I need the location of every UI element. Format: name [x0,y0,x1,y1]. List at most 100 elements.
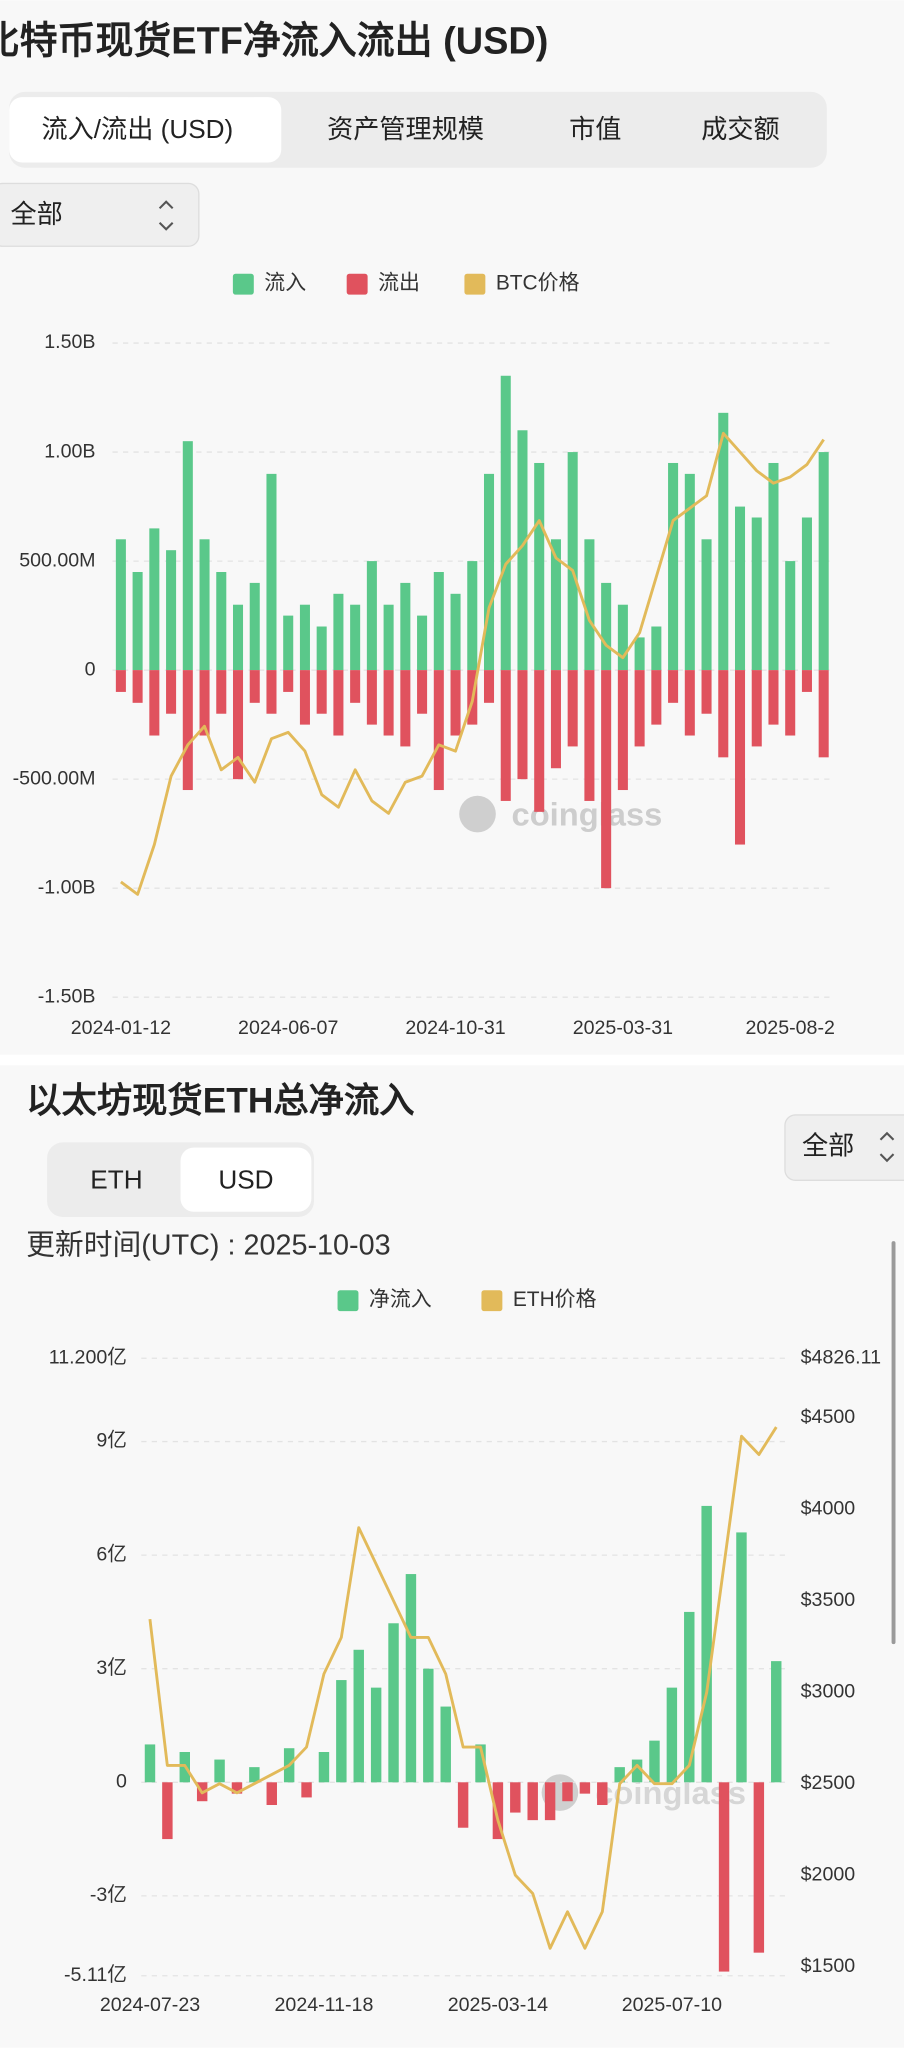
bar [400,670,411,747]
y2-tick-label: $1500 [801,1955,856,1977]
bar [668,670,679,703]
panel-separator [0,1054,904,1066]
bar [299,604,310,671]
bar [631,1759,643,1783]
filter-label[interactable]: 全部 [10,199,62,229]
filter-dropdown[interactable] [784,1114,904,1181]
bar [182,670,193,791]
bar [483,473,495,671]
x-tick-label: 2025-07-10 [622,1994,722,2016]
bar [283,670,294,692]
filter-label[interactable]: 全部 [802,1131,854,1161]
y-tick-label: 500.00M [19,549,95,571]
bar [216,572,227,671]
x-tick-label: 2025-03-31 [573,1017,673,1039]
bar [517,670,528,780]
bar [162,1782,173,1840]
bar [299,670,310,725]
tab[interactable]: 市值 [569,114,621,144]
bar [567,452,578,671]
bar [818,670,829,758]
tab[interactable]: USD [218,1165,273,1195]
bar [801,517,812,671]
bar [584,539,595,671]
bar [562,1782,573,1802]
bar [475,1744,486,1783]
bar [684,670,695,736]
bar [336,1680,347,1783]
bar [144,1744,156,1783]
y-tick-label: -1.00B [38,876,96,898]
filter-dropdown[interactable] [0,182,200,247]
y2-tick-label: $3000 [801,1680,856,1702]
bar [736,1532,747,1783]
bar [149,528,160,671]
bar [510,1782,521,1813]
bar [266,670,277,714]
bar [318,1751,330,1783]
bar [166,670,177,714]
y2-tick-label: $4500 [801,1406,856,1428]
bar [301,1782,312,1798]
y-tick-label: 3亿 [96,1657,127,1679]
tab[interactable]: 资产管理规模 [327,114,484,144]
legend-label: 净流入 [369,1288,432,1311]
bar [734,506,746,671]
bar [718,412,729,671]
bar [768,462,779,671]
y-tick-label: -5.11亿 [64,1964,127,1986]
bar [785,670,796,736]
bar [584,670,595,801]
bar [753,1782,765,1953]
bar [666,1687,678,1783]
legend-label: BTC价格 [496,272,580,295]
bar [388,1623,399,1783]
bar [668,462,679,671]
bar [283,615,294,671]
bar [440,1706,451,1783]
bar [701,670,712,714]
bar [232,604,244,671]
y-tick-label: 1.00B [44,440,95,462]
bar [734,670,746,845]
bar [199,539,210,671]
price-line [120,431,825,896]
y-tick-label: -500.00M [13,767,96,789]
bar [567,670,578,747]
price-line [148,1426,778,1950]
y-tick-label: 1.50B [44,331,95,353]
legend-label: 流入 [264,272,306,295]
bar [370,1687,382,1783]
bar [400,582,411,671]
bar [768,670,779,725]
bar [423,1668,434,1783]
y2-tick-label: $2500 [801,1772,856,1794]
y-tick-label: -3亿 [90,1884,127,1906]
bar [649,1740,660,1783]
bar [249,670,260,703]
chart-title: 以太坊现货ETH总净流入 [26,1081,414,1120]
bar [350,604,361,671]
bar [651,670,662,725]
tab[interactable]: ETH [90,1165,142,1195]
bar [366,561,377,671]
bar [467,561,478,671]
legend-swatch [481,1290,503,1312]
bar [492,1782,504,1840]
bar [249,1767,260,1783]
bar [701,539,712,671]
bar [149,670,160,736]
tab[interactable]: 成交额 [701,114,779,144]
y-tick-label: 9亿 [96,1430,127,1452]
bar [405,1574,417,1783]
bar [266,1782,277,1806]
bar [614,1767,625,1783]
tab[interactable]: 流入/流出 (USD) [41,114,233,144]
dropdown-chevron [879,1131,895,1163]
bar [534,462,545,671]
bar [383,604,394,671]
bar [166,550,177,671]
dropdown-chevron [158,200,174,231]
bar [417,670,428,714]
x-tick-label: 2024-01-12 [71,1017,171,1039]
